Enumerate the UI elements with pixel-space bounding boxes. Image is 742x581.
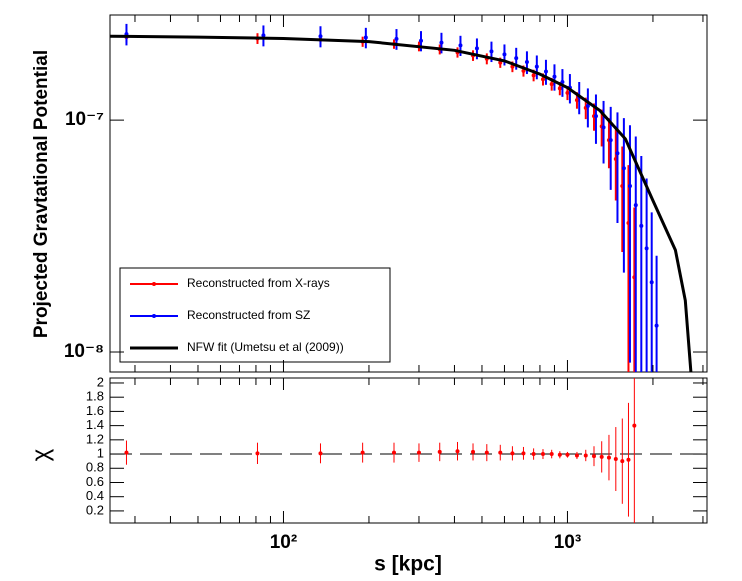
chi-axis-label: χ [27,448,54,461]
data-point [484,450,489,455]
data-point [439,40,444,45]
data-point [543,69,548,74]
y-tick-label: 2 [97,374,104,389]
data-point [531,452,536,457]
data-point [552,74,557,79]
y-tick-label: 0.2 [86,502,104,517]
data-point [531,73,536,78]
x-axis-label: s [kpc] [374,553,442,576]
data-point [521,451,526,456]
data-point [416,450,421,455]
data-point [574,98,579,103]
data-point [593,114,598,119]
data-point [583,453,588,458]
data-point [510,451,515,456]
y-tick-label: 1.8 [86,389,104,404]
data-point [474,46,479,51]
data-point [360,450,365,455]
data-point [565,452,570,457]
data-point [455,449,460,454]
data-point [644,246,649,251]
top-frame [109,14,708,373]
data-point [649,280,654,285]
data-point [261,33,266,38]
data-point [591,454,596,459]
data-point [502,52,507,57]
y-tick-label: 1.2 [86,431,104,446]
data-point [255,451,260,456]
legend-label: NFW fit (Umetsu et al (2009)) [187,340,344,354]
data-point [621,166,626,171]
data-point [540,452,545,457]
data-point [534,64,539,69]
data-point [565,90,570,95]
data-point [557,86,562,91]
data-point [498,450,503,455]
data-point [419,38,424,43]
data-point [627,183,632,188]
data-point [626,457,631,462]
y-tick-label: 1 [97,445,104,460]
y-tick-label: 1.6 [86,403,104,418]
legend-marker [152,314,156,318]
legend-label: Reconstructed from SZ [187,308,310,322]
data-point [639,223,644,228]
data-point [557,452,562,457]
data-point [524,60,529,65]
legend-label: Reconstructed from X-rays [187,276,330,290]
y-tick-label: 1.4 [86,417,104,432]
data-point [514,56,519,61]
y-tick-label: 0.6 [86,474,104,489]
data-point [615,151,620,156]
data-point [601,125,606,130]
data-point [540,77,545,82]
x-tick-label: 10² [270,532,297,553]
y-tick-label: 10⁻⁸ [64,341,104,362]
plot-area [110,23,693,372]
data-point [437,449,442,454]
y-axis-label: Projected Gravtational Potential [31,50,52,338]
data-point [620,459,625,464]
y-tick-label: 0.4 [86,488,104,503]
legend-marker [152,282,156,286]
data-point [124,450,129,455]
data-point [606,455,611,460]
data-point [574,453,579,458]
data-point [471,449,476,454]
data-point [560,80,565,85]
x-tick-label: 10³ [554,532,581,553]
data-point [608,138,613,143]
data-point [363,35,368,40]
data-point [391,450,396,455]
data-point [613,457,618,462]
data-point [489,49,494,54]
y-tick-label: 0.8 [86,460,104,475]
data-point [318,34,323,39]
plot-area [110,378,707,523]
fit-line [110,34,693,372]
data-point [394,36,399,41]
data-point [599,454,604,459]
y-tick-label: 10⁻⁷ [65,109,104,130]
data-point [585,104,590,109]
data-point [549,82,554,87]
data-point [633,203,638,208]
data-point [318,451,323,456]
data-point [549,452,554,457]
data-point [654,323,659,328]
bottom-frame [109,377,708,524]
data-point [458,43,463,48]
data-point [632,423,637,428]
